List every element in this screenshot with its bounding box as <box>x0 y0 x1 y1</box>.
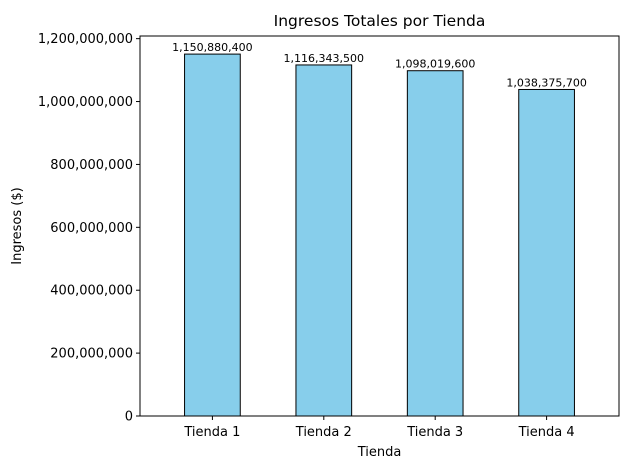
x-tick-label: Tienda 1 <box>183 425 240 440</box>
y-tick-label: 600,000,000 <box>50 221 133 236</box>
x-axis: Tienda 1 Tienda 2 Tienda 3 Tienda 4 <box>183 416 575 440</box>
bar <box>295 64 353 417</box>
y-tick-label: 1,200,000,000 <box>38 32 133 47</box>
y-tick-label: 800,000,000 <box>50 158 133 173</box>
bars: 1,150,880,400 1,116,343,500 1,098,019,600 1… <box>172 41 587 417</box>
bar-value-label: 1,098,019,600 <box>395 58 475 71</box>
y-axis-label: Ingresos ($) <box>10 187 25 264</box>
bar-value-label: 1,116,343,500 <box>284 52 364 65</box>
y-tick-label: 400,000,000 <box>50 284 133 299</box>
y-tick-label: 0 <box>125 410 133 425</box>
x-tick-label: Tienda 2 <box>295 425 352 440</box>
y-tick-label: 200,000,000 <box>50 347 133 362</box>
x-tick-label: Tienda 3 <box>406 425 463 440</box>
y-tick-label: 1,000,000,000 <box>38 95 133 110</box>
x-axis-label: Tienda <box>357 445 402 460</box>
chart-title: Ingresos Totales por Tienda <box>274 12 486 30</box>
y-axis: 0 200,000,000 400,000,000 600,000,000 800,00… <box>38 32 140 425</box>
bar <box>406 70 464 417</box>
bar <box>184 53 241 417</box>
plot-frame <box>139 35 620 417</box>
bar-value-label: 1,150,880,400 <box>172 41 252 54</box>
bar <box>518 88 575 417</box>
x-tick-label: Tienda 4 <box>518 425 575 440</box>
bar-value-label: 1,038,375,700 <box>506 76 586 89</box>
